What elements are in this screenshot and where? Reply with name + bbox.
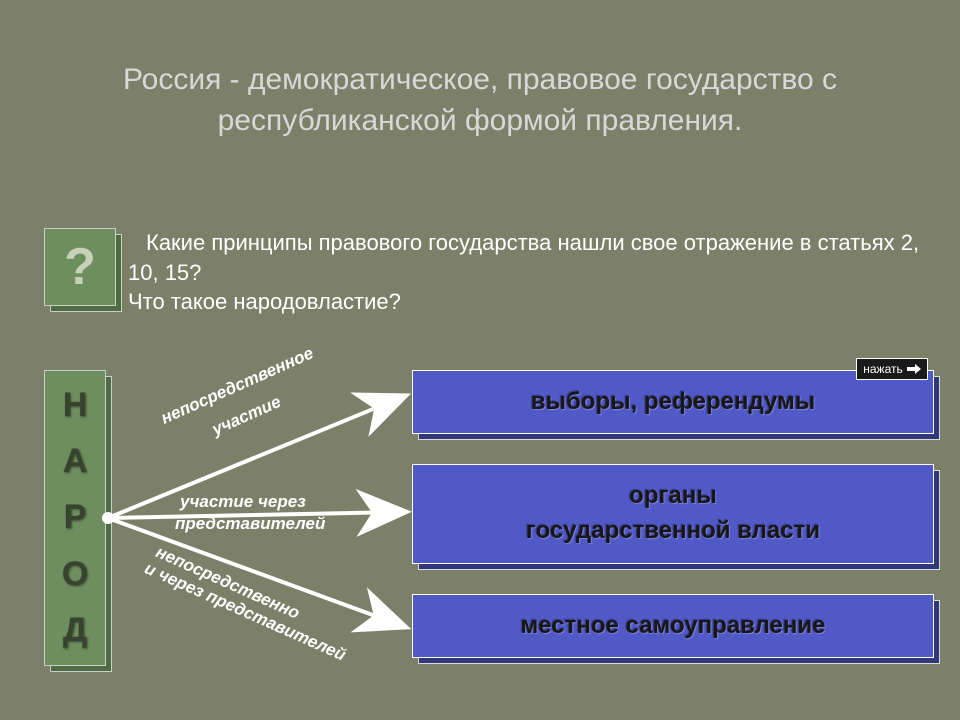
box-label: государственной власти — [526, 514, 820, 549]
narod-box: Н А Р О Д — [44, 370, 106, 666]
slide: Россия - демократическое, правовое госуд… — [0, 0, 960, 720]
narod-letter: Н — [63, 386, 88, 425]
narod-letter: О — [62, 555, 88, 594]
edge-label: и через представителей — [141, 559, 348, 666]
narod-letter: Р — [64, 498, 87, 537]
box-label: органы — [629, 479, 717, 514]
slide-title: Россия - демократическое, правовое госуд… — [50, 60, 910, 141]
arrow-right-icon — [907, 364, 921, 374]
box-government: органы государственной власти — [412, 464, 934, 564]
press-button[interactable]: нажать — [856, 358, 928, 380]
edge-label: участие через — [180, 492, 306, 512]
press-button-label: нажать — [863, 362, 903, 376]
box-label: выборы, референдумы — [531, 385, 816, 420]
question-icon: ? — [44, 228, 116, 306]
narod-letter: Д — [63, 611, 87, 650]
box-local: местное самоуправление — [412, 594, 934, 658]
box-label: местное самоуправление — [521, 609, 826, 644]
narod-letter: А — [63, 442, 88, 481]
question-text: Какие принципы правового государства наш… — [128, 228, 930, 317]
edge-label: представителей — [175, 514, 325, 534]
